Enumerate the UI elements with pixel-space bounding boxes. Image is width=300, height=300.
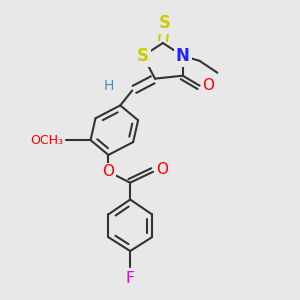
Text: N: N <box>176 47 190 65</box>
Text: O: O <box>202 78 214 93</box>
Text: O: O <box>102 164 114 179</box>
Text: S: S <box>137 47 149 65</box>
Text: H: H <box>103 79 114 93</box>
Text: O: O <box>156 162 168 177</box>
Text: OCH₃: OCH₃ <box>30 134 63 147</box>
Text: S: S <box>159 14 171 32</box>
Text: F: F <box>126 271 135 286</box>
